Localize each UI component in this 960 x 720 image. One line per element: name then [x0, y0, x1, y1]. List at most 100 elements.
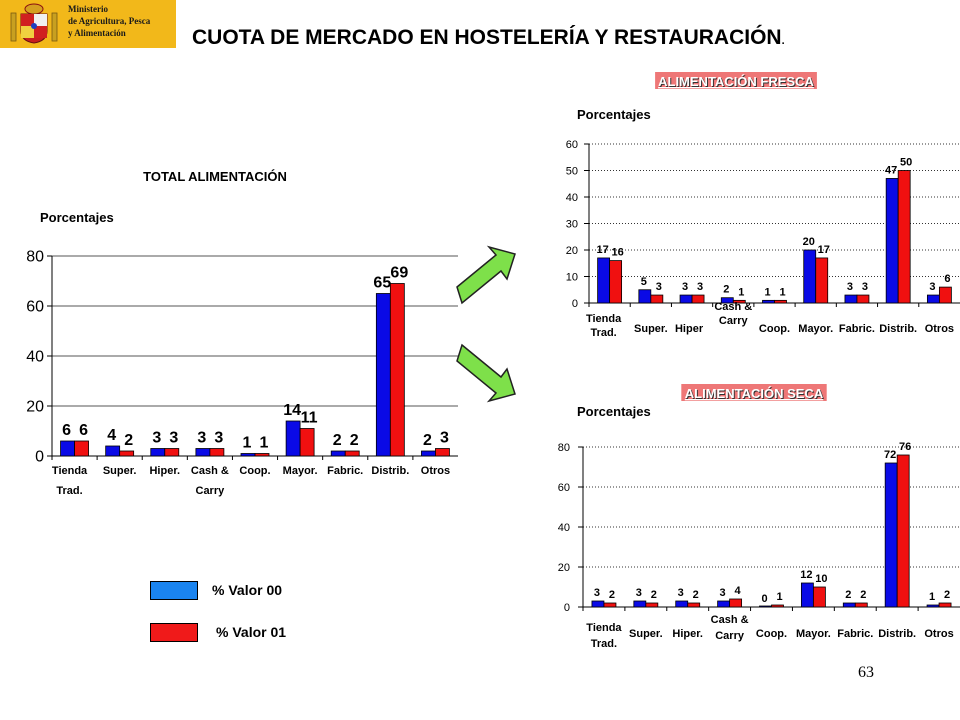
data-label: 11 [301, 410, 318, 427]
y-tick-label: 50 [566, 165, 578, 177]
bar [164, 448, 180, 457]
ministry-logo: Ministerio de Agricultura, Pesca y Alime… [0, 0, 176, 48]
y-axis-label: Porcentajes [577, 107, 651, 122]
y-tick-label: 30 [566, 218, 578, 230]
x-category-label: Coop. [756, 628, 787, 640]
y-tick-label: 20 [558, 562, 570, 574]
page-number: 63 [858, 664, 874, 681]
bar [815, 257, 829, 304]
data-label: 1 [260, 435, 269, 452]
x-category-label: Hiper. [672, 628, 703, 640]
data-label: 2 [333, 432, 342, 449]
bar [389, 283, 405, 457]
x-category-label: Carry [715, 630, 745, 642]
y-axis-label: Porcentajes [40, 210, 114, 225]
bar [299, 428, 315, 457]
data-label: 2 [651, 589, 657, 601]
data-label: 3 [152, 430, 161, 447]
x-category-label: Super. [629, 628, 663, 640]
data-label: 3 [594, 587, 600, 599]
x-category-label: Hiper [675, 323, 704, 335]
data-label: 1 [929, 591, 935, 603]
bar [687, 602, 701, 608]
bar [603, 602, 617, 608]
chart-title: TOTAL ALIMENTACIÓN [143, 169, 287, 184]
y-tick-label: 60 [26, 299, 44, 316]
data-label: 17 [596, 244, 608, 256]
legend-swatch-red [150, 623, 198, 642]
x-category-label: Cash & [714, 301, 752, 313]
page-title: CUOTA DE MERCADO EN HOSTELERÍA Y RESTAUR… [192, 26, 785, 50]
bar [938, 286, 952, 304]
bar [691, 294, 705, 304]
data-label: 3 [929, 281, 935, 293]
x-category-label: Mayor. [796, 628, 831, 640]
bar [854, 602, 868, 608]
data-label: 16 [611, 247, 623, 259]
data-label: 10 [815, 573, 827, 585]
data-label: 72 [884, 449, 896, 461]
legend-label-valor-00: % Valor 00 [212, 582, 283, 598]
x-category-label: Fabric. [327, 465, 363, 477]
chart-title: ALIMENTACIÓN SECA [685, 386, 824, 401]
data-label: 2 [124, 432, 133, 449]
data-label: 2 [609, 589, 615, 601]
data-label: 50 [900, 157, 912, 169]
y-tick-label: 80 [26, 249, 44, 266]
data-label: 1 [243, 435, 252, 452]
page-title-text: CUOTA DE MERCADO EN HOSTELERÍA Y RESTAUR… [192, 26, 782, 49]
x-category-label: Coop. [759, 323, 790, 335]
data-label: 6 [62, 422, 71, 439]
data-label: 20 [803, 236, 815, 248]
data-label: 3 [697, 281, 703, 293]
y-tick-label: 0 [35, 449, 44, 466]
bar [729, 598, 743, 608]
bar [771, 604, 784, 608]
data-label: 3 [720, 587, 726, 599]
bar [74, 440, 89, 457]
bar [650, 294, 664, 304]
legend-swatch-blue [150, 581, 198, 600]
y-tick-label: 40 [566, 192, 578, 204]
bar [774, 299, 787, 304]
y-axis-label: Porcentajes [577, 404, 651, 419]
x-category-label: Carry [719, 315, 749, 327]
data-label: 2 [693, 589, 699, 601]
bar [896, 454, 910, 608]
data-label: 6 [944, 273, 950, 285]
y-tick-label: 0 [572, 298, 578, 310]
y-tick-label: 10 [566, 271, 578, 283]
bar [254, 453, 270, 457]
data-label: 3 [636, 587, 642, 599]
data-label: 1 [779, 286, 785, 298]
x-category-label: Super. [634, 323, 668, 335]
y-tick-label: 80 [558, 442, 570, 454]
y-tick-label: 60 [558, 482, 570, 494]
data-label: 1 [776, 591, 782, 603]
page-title-suffix: . [781, 35, 785, 47]
x-category-label: Coop. [239, 465, 270, 477]
data-label: 1 [738, 286, 744, 298]
data-label: 65 [373, 275, 391, 292]
x-category-label: Distrib. [879, 323, 917, 335]
bar [119, 450, 135, 457]
data-label: 2 [350, 432, 359, 449]
x-category-label: Otros [925, 323, 954, 335]
x-category-label: Trad. [591, 638, 617, 650]
data-label: 3 [440, 430, 449, 447]
chart-title-banner [655, 72, 817, 89]
x-category-label: Tienda [586, 622, 622, 634]
data-label: 2 [860, 589, 866, 601]
chart-title-shadow: ALIMENTACIÓN FRESCA [659, 75, 815, 90]
bar [897, 170, 911, 304]
x-category-label: Trad. [56, 485, 82, 497]
data-label: 0 [761, 593, 767, 605]
x-category-label: Fabric. [839, 323, 875, 335]
bar [435, 448, 450, 457]
y-tick-label: 0 [564, 602, 570, 614]
data-label: 6 [79, 422, 88, 439]
data-label: 2 [944, 589, 950, 601]
